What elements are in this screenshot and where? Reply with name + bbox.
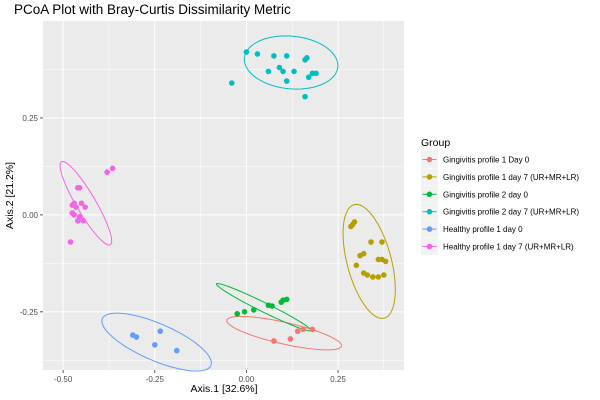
data-point-series-1	[294, 328, 301, 335]
data-point-series-4	[283, 53, 290, 59]
x-axis-title: Axis.1 [32.6%]	[190, 383, 257, 395]
confidence-ellipses	[59, 35, 396, 372]
legend-label: Gingivitis profile 1 day 7 (UR+MR+LR)	[443, 173, 579, 182]
legend-item: Healthy profile 1 day 7 (UR+MR+LR)	[421, 238, 574, 255]
data-point-series-2	[348, 223, 354, 230]
data-point-series-1	[300, 326, 307, 333]
data-point-series-2	[379, 239, 385, 245]
data-point-series-2	[368, 239, 374, 245]
data-point-series-2	[370, 274, 376, 280]
data-point-series-2	[364, 272, 371, 278]
ellipse-series-2	[342, 203, 396, 319]
legend-key-point	[426, 191, 433, 198]
data-point-series-4	[276, 64, 283, 71]
data-point-series-6	[67, 239, 74, 245]
data-point-series-6	[75, 217, 81, 224]
plot-panel	[43, 21, 404, 370]
data-point-series-4	[291, 68, 297, 75]
data-point-series-2	[381, 272, 387, 278]
legend-item: Gingivitis profile 1 day 7 (UR+MR+LR)	[421, 168, 579, 186]
y-axis-title: Axis.2 [21.2%]	[4, 162, 16, 229]
chart-title: PCoA Plot with Bray-Curtis Dissimilarity…	[14, 2, 291, 17]
x-tick-label: 0.00	[239, 375, 255, 384]
data-point-series-3	[241, 309, 248, 315]
legend-item: Gingivitis profile 2 day 7 (UR+MR+LR)	[421, 203, 579, 221]
data-point-series-2	[382, 258, 389, 265]
legend-label: Gingivitis profile 2 day 7 (UR+MR+LR)	[443, 208, 579, 217]
legend-label: Healthy profile 1 day 7 (UR+MR+LR)	[443, 243, 574, 252]
data-point-series-6	[104, 169, 110, 176]
legend-key-point	[426, 226, 433, 232]
legend: Group Gingivitis profile 1 Day 0Gingivit…	[421, 137, 579, 255]
data-point-series-6	[109, 165, 116, 172]
x-tick-label: -0.25	[146, 375, 165, 384]
legend-key-point	[426, 243, 433, 250]
ellipse-series-6	[59, 161, 113, 246]
data-point-series-6	[82, 204, 88, 210]
data-point-series-4	[243, 49, 250, 55]
legend-key-point	[426, 156, 433, 163]
x-tick-label: -0.50	[54, 375, 73, 384]
data-point-series-6	[80, 217, 87, 224]
data-point-series-6	[76, 184, 83, 191]
legend-label: Gingivitis profile 1 Day 0	[443, 156, 530, 165]
data-point-series-6	[78, 200, 85, 207]
legend-label: Healthy profile 1 day 0	[443, 225, 523, 234]
data-point-series-4	[305, 74, 312, 81]
data-point-series-4	[313, 70, 319, 77]
data-point-series-3	[269, 303, 275, 309]
data-point-series-3	[283, 296, 290, 303]
data-point-series-5	[133, 334, 140, 340]
ellipse-series-4	[243, 35, 339, 90]
legend-key-point	[426, 174, 433, 180]
data-point-series-3	[250, 307, 257, 313]
y-tick-label: 0.00	[22, 211, 38, 220]
data-point-series-4	[265, 68, 272, 75]
x-tick-label: 0.25	[330, 375, 346, 384]
data-point-series-4	[304, 55, 310, 61]
legend-item: Gingivitis profile 1 Day 0	[421, 151, 530, 168]
y-tick-label: -0.25	[20, 308, 39, 317]
data-point-series-2	[353, 262, 360, 269]
data-points	[67, 49, 389, 354]
data-point-series-4	[228, 80, 235, 86]
data-point-series-4	[271, 53, 277, 59]
data-point-series-5	[173, 347, 180, 354]
data-point-series-6	[73, 204, 79, 210]
data-point-series-6	[71, 212, 77, 218]
legend-title: Group	[421, 137, 450, 149]
legend-items: Gingivitis profile 1 Day 0 Gingivitis pro…	[421, 151, 579, 255]
data-point-series-5	[151, 341, 158, 348]
ellipse-series-5	[101, 312, 212, 372]
tick-labels: -0.50 -0.25 0.00 0.25 -0.25 0.00 0.25	[20, 114, 347, 384]
data-point-series-2	[360, 250, 367, 257]
data-point-series-5	[157, 328, 164, 335]
data-point-series-4	[302, 93, 308, 100]
data-point-series-2	[351, 219, 358, 225]
data-point-series-3	[234, 310, 241, 317]
data-point-series-4	[254, 51, 261, 57]
data-point-series-1	[271, 338, 277, 344]
legend-label: Gingivitis profile 2 day 0	[443, 190, 528, 199]
y-tick-label: 0.25	[22, 114, 38, 123]
data-point-series-4	[283, 78, 290, 84]
data-point-series-2	[375, 274, 382, 280]
data-point-series-1	[309, 326, 316, 333]
axis-ticks	[40, 117, 339, 373]
minor-gridlines	[43, 21, 404, 370]
ellipse-series-3	[215, 283, 312, 332]
legend-item: Gingivitis profile 2 day 0	[421, 185, 528, 203]
data-point-series-1	[287, 336, 294, 342]
data-point-series-4	[280, 68, 286, 75]
legend-item: Healthy profile 1 day 0	[421, 220, 523, 238]
legend-key-point	[426, 208, 433, 215]
